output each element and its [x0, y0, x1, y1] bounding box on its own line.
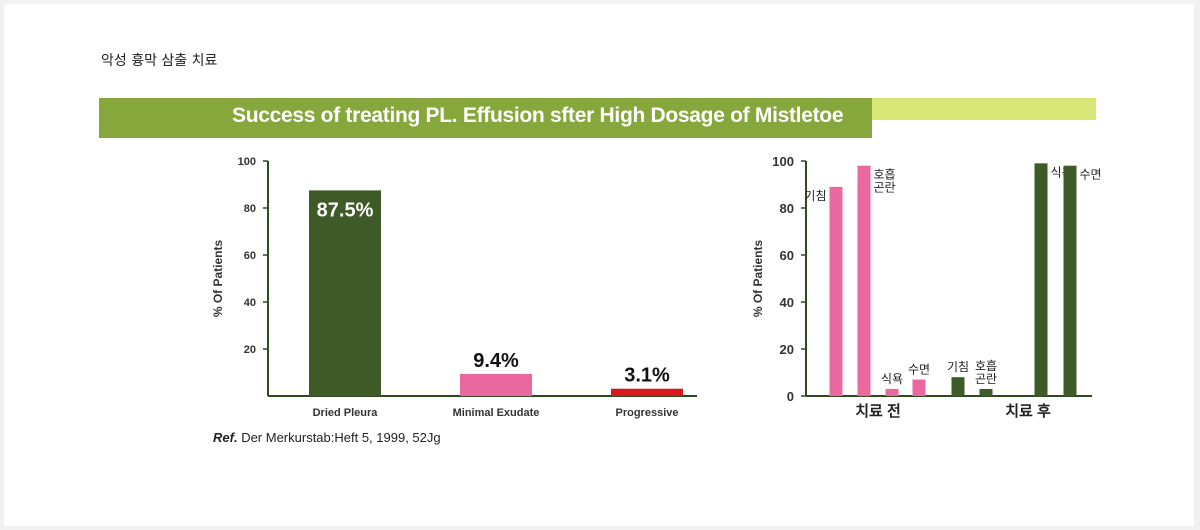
- bar: [885, 388, 899, 396]
- data-label: 3.1%: [624, 365, 670, 387]
- banner-dark-band: [99, 98, 872, 138]
- data-label: 9.4%: [473, 350, 519, 372]
- y-tick-label: 60: [780, 248, 794, 263]
- content-card: [4, 4, 1194, 526]
- bar-label: 수면: [908, 363, 930, 377]
- y-tick-label: 40: [244, 297, 256, 309]
- y-tick-label: 80: [244, 203, 256, 215]
- bar-label: 기침: [804, 189, 826, 203]
- reference-note: Ref. Der Merkurstab:Heft 5, 1999, 52Jg: [213, 430, 441, 445]
- bar: [979, 388, 993, 396]
- data-label: 87.5%: [317, 199, 374, 221]
- reference-text: Der Merkurstab:Heft 5, 1999, 52Jg: [241, 430, 441, 445]
- bar: [951, 377, 965, 396]
- bar: [912, 379, 926, 396]
- y-tick-label: 0: [787, 389, 794, 404]
- bar: [460, 373, 532, 396]
- y-tick-label: 20: [780, 342, 794, 357]
- y-tick-label: 100: [238, 156, 256, 168]
- bar-label: 수면: [1080, 168, 1101, 182]
- bar-label: 식욕: [881, 372, 903, 386]
- y-tick-label: 20: [244, 344, 256, 356]
- y-axis-label: % Of Patients: [751, 240, 765, 318]
- group-label: 치료 전: [855, 403, 901, 420]
- bar: [309, 190, 381, 396]
- bar-label: 호흡: [874, 168, 896, 182]
- x-tick-label: Minimal Exudate: [453, 407, 540, 419]
- bar-label: 곤란: [975, 372, 997, 386]
- y-axis-label: % Of Patients: [211, 240, 225, 318]
- y-tick-label: 40: [780, 295, 794, 310]
- y-tick-label: 80: [780, 201, 794, 216]
- bar: [857, 165, 871, 396]
- bar: [1034, 163, 1048, 396]
- x-tick-label: Progressive: [616, 407, 679, 419]
- bar: [829, 186, 843, 396]
- bar-label: 기침: [947, 360, 969, 374]
- group-label: 치료 후: [1005, 403, 1051, 420]
- y-tick-label: 100: [772, 154, 794, 169]
- x-tick-label: Dried Pleura: [313, 407, 379, 419]
- bar-label: 곤란: [874, 181, 896, 195]
- chart-banner: Success of treating PL. Effusion sfter H…: [99, 98, 1096, 138]
- bar: [611, 388, 683, 396]
- banner-light-band: [872, 98, 1096, 120]
- outcome-bar-chart: 100 80 60 40 20 % Of Patients 87.5% Dried Pleur…: [211, 156, 697, 419]
- reference-prefix: Ref.: [213, 430, 238, 445]
- y-tick-label: 60: [244, 250, 256, 262]
- page-title: 악성 흉막 삼출 치료: [101, 53, 218, 69]
- banner-title: Success of treating PL. Effusion sfter H…: [232, 104, 844, 127]
- bar-label: 호흡: [975, 359, 997, 373]
- bar: [1063, 165, 1077, 396]
